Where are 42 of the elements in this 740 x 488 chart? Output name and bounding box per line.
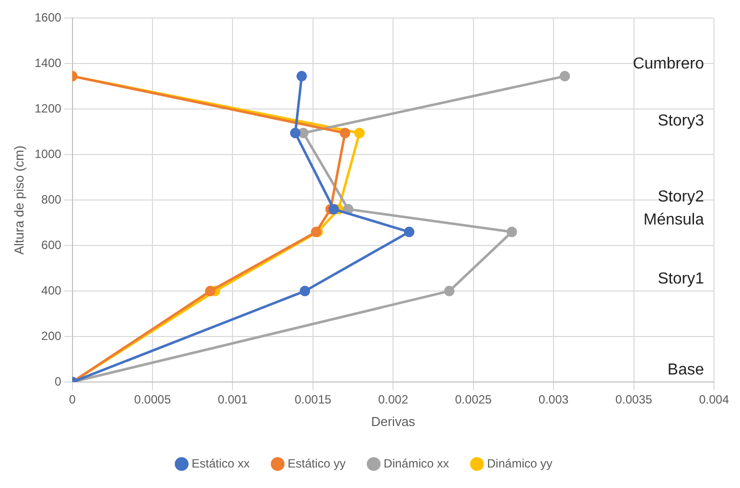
y-tick-label: 400 — [41, 283, 62, 298]
x-tick-label: 0.001 — [218, 392, 248, 407]
legend-label: Dinámico xx — [384, 456, 450, 470]
point — [300, 286, 310, 296]
point — [560, 70, 570, 82]
point — [296, 70, 307, 82]
annotation: Ménsula — [644, 211, 704, 228]
point — [205, 286, 216, 296]
y-tick-label: 1000 — [34, 146, 62, 161]
y-tick-label: 0 — [54, 374, 62, 388]
x-tick-label: 0.0005 — [134, 392, 172, 407]
annotation: Cumbrero — [632, 56, 704, 73]
x-axis-title: Derivas — [371, 414, 416, 429]
annotation: Story3 — [658, 112, 704, 130]
legend-label: Dinámico yy — [487, 456, 552, 470]
annotation: Story1 — [658, 270, 704, 288]
x-tick-label: 0.0035 — [615, 392, 652, 407]
y-tick-label: 800 — [41, 192, 62, 206]
y-tick-label: 1600 — [34, 10, 62, 25]
point — [290, 128, 301, 138]
point — [328, 204, 340, 214]
annotation: Story2 — [658, 188, 704, 206]
annotation: Base — [668, 361, 704, 378]
y-tick-label: 600 — [41, 238, 62, 252]
point — [340, 128, 350, 138]
x-tick-label: 0.004 — [698, 392, 730, 407]
y-axis-title: Altura de piso (cm) — [11, 146, 26, 255]
y-tick-label: 1400 — [34, 56, 62, 70]
point — [444, 286, 455, 296]
y-tick-label: 200 — [41, 328, 62, 343]
x-tick-label: 0.0015 — [294, 392, 332, 407]
point — [506, 226, 518, 238]
x-tick-label: 0.003 — [538, 392, 569, 407]
y-tick-label: 1200 — [34, 101, 62, 116]
legend-label: Estático xx — [192, 456, 250, 470]
x-tick-label: 0 — [68, 392, 76, 407]
legend-label: Estático yy — [288, 456, 346, 470]
point — [354, 128, 365, 138]
point — [298, 128, 309, 138]
point — [404, 226, 414, 238]
x-tick-label: 0.002 — [378, 392, 408, 407]
x-tick-label: 0.0025 — [455, 392, 492, 407]
